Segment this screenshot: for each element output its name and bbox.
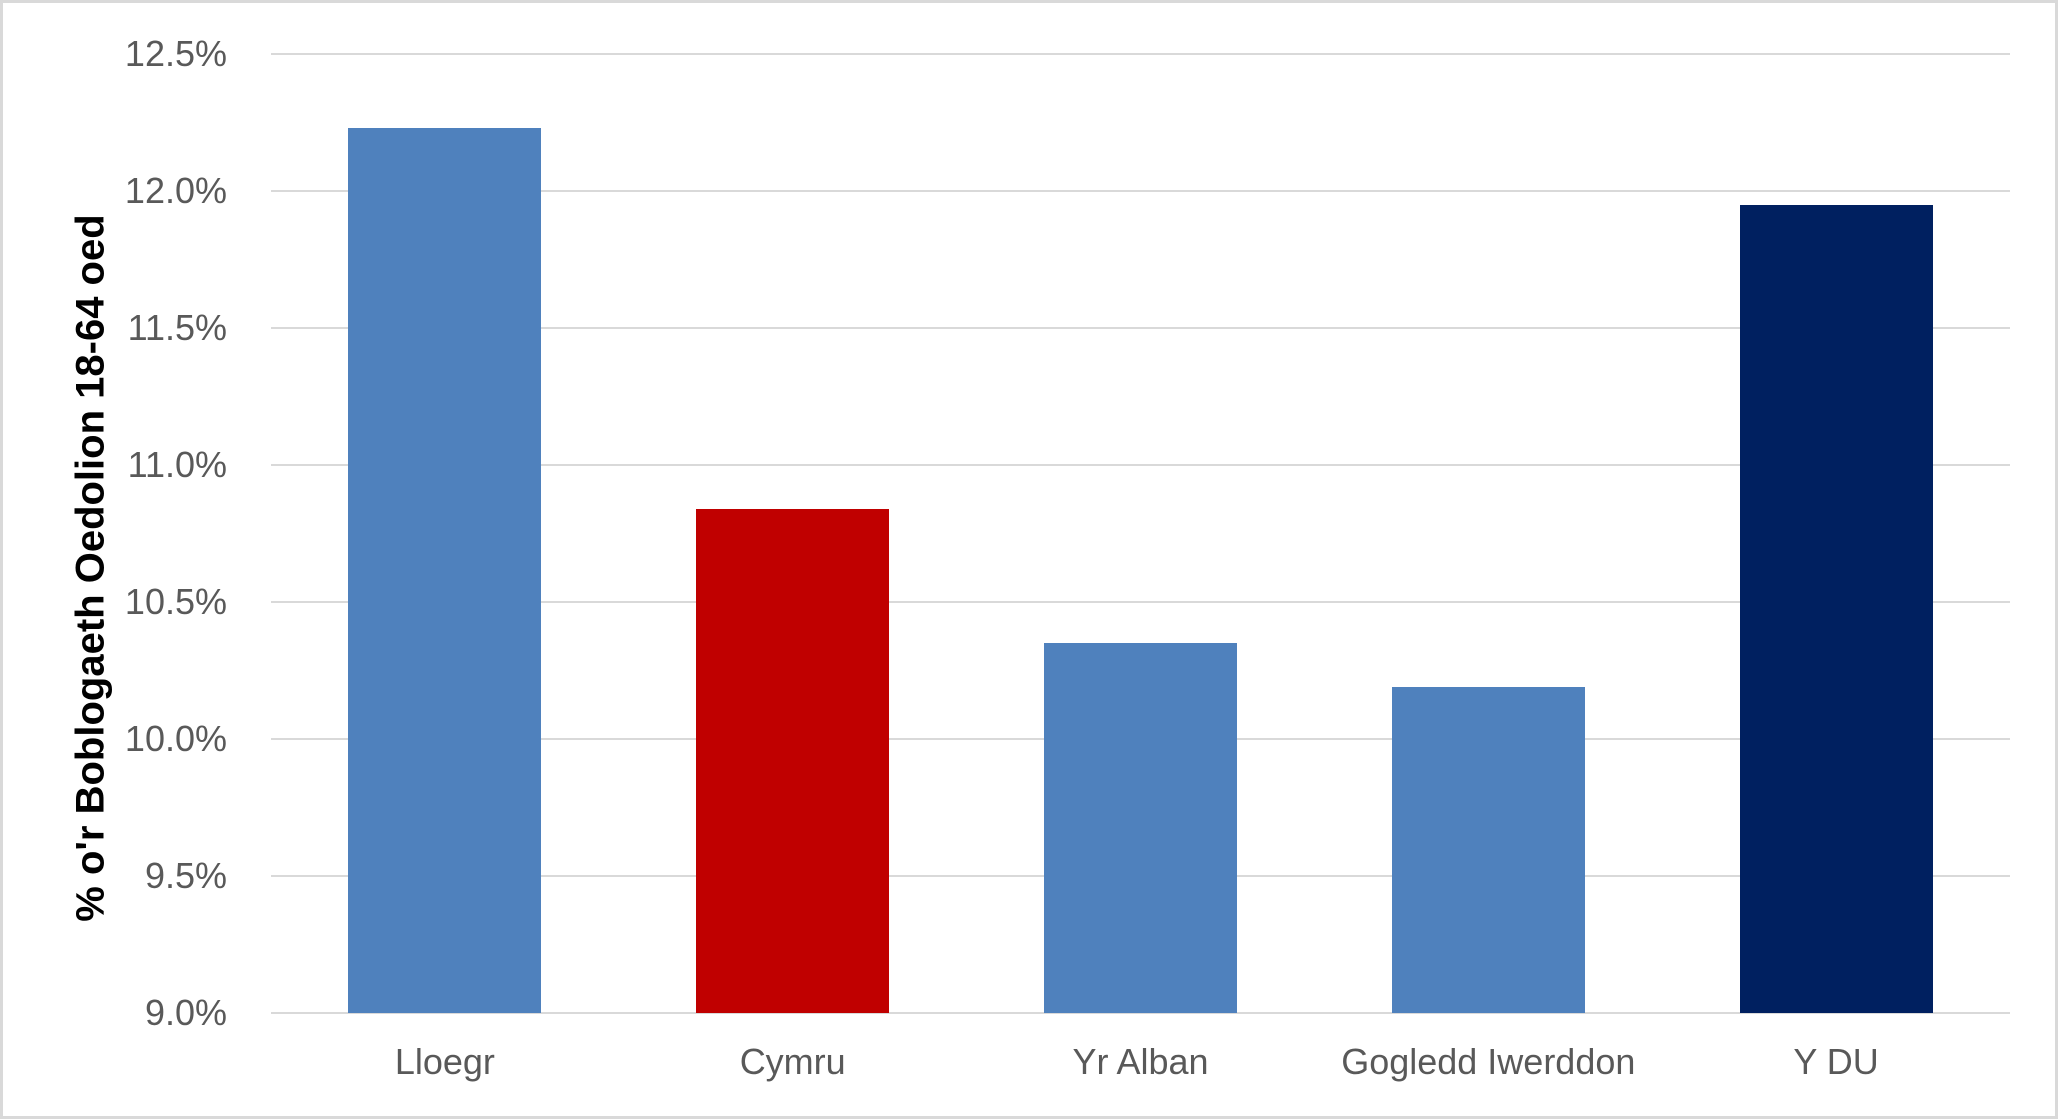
gridline [271,601,2010,603]
bar-lloegr [348,127,542,1013]
gridline [271,464,2010,466]
category-label: Yr Alban [1072,1041,1209,1082]
category-label: Gogledd Iwerddon [1341,1041,1636,1082]
gridline [271,190,2010,192]
bar-gogledd-iwerddon [1391,686,1585,1013]
bar-y-du [1739,204,1933,1013]
bar-cymru [696,508,890,1013]
y-tick-label: 9.5% [144,855,227,896]
plot-area [271,53,2010,1014]
gridline [271,327,2010,329]
category-label: Y DU [1793,1041,1879,1082]
y-tick-label: 12.0% [124,170,227,211]
gridline [271,53,2010,55]
y-tick-label: 11.5% [127,307,227,348]
y-tick-label: 11.0% [127,444,227,485]
y-axis-title: % o'r Boblogaeth Oedolion 18-64 oed [68,214,113,922]
gridline [271,1012,2010,1014]
y-tick-label: 9.0% [144,992,227,1033]
bar-yr-alban [1044,643,1237,1013]
category-label: Cymru [739,1041,846,1082]
category-label: Lloegr [394,1041,495,1082]
y-tick-label: 10.5% [124,581,227,622]
y-tick-label: 10.0% [124,718,227,759]
y-tick-label: 12.5% [124,33,227,74]
